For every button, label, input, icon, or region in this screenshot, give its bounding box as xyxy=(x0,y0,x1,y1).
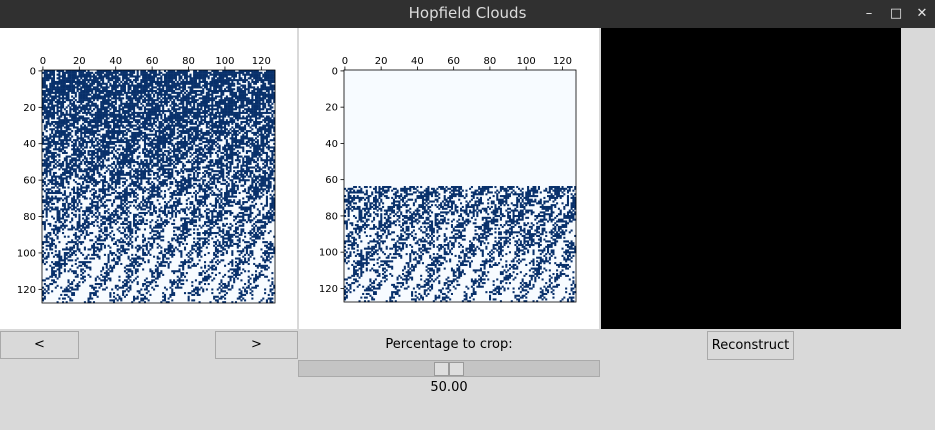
slider-handle-right[interactable] xyxy=(449,362,464,376)
cropped-y-tick-label: 60 xyxy=(325,175,338,186)
original-x-tick-label: 0 xyxy=(40,56,46,67)
cropped-x-tick-label: 80 xyxy=(484,56,497,67)
crop-label: Percentage to crop: xyxy=(385,337,513,352)
cropped-axes-frame xyxy=(343,69,577,303)
original-y-tick-label: 100 xyxy=(17,248,36,259)
original-x-tick-label: 20 xyxy=(73,56,86,67)
original-image-plot: 0 20 40 60 80 100 120 0 20 40 60 80 100 120 xyxy=(17,56,276,304)
reconstruction-canvas xyxy=(601,28,901,329)
reconstruct-button[interactable]: Reconstruct xyxy=(707,331,794,360)
cropped-x-tick-label: 20 xyxy=(375,56,388,67)
minimize-button[interactable]: – xyxy=(865,6,873,21)
original-y-tick-label: 20 xyxy=(23,103,36,114)
original-x-tick-label: 100 xyxy=(215,56,234,67)
cropped-pixels xyxy=(344,186,577,303)
next-button[interactable]: > xyxy=(215,331,298,359)
cropped-y-tick-label: 20 xyxy=(325,103,338,114)
original-y-tick-label: 60 xyxy=(23,176,36,187)
cropped-y-tick-label: 80 xyxy=(325,211,338,222)
original-x-tick-label: 60 xyxy=(146,56,159,67)
cropped-x-tick-label: 100 xyxy=(517,56,536,67)
cropped-x-tick-label: 60 xyxy=(447,56,460,67)
window-title: Hopfield Clouds xyxy=(408,4,527,22)
cropped-y-tick-label: 0 xyxy=(332,66,338,77)
original-y-tick-label: 80 xyxy=(23,212,36,223)
cropped-image-plot: 0 20 40 60 80 100 120 0 20 40 60 80 100 120 xyxy=(319,56,577,303)
cropped-image-panel: 0 20 40 60 80 100 120 0 20 40 60 80 100 120 xyxy=(299,28,599,329)
maximize-button[interactable]: □ xyxy=(889,6,903,21)
slider-handle-left[interactable] xyxy=(434,362,449,376)
cropped-x-tick-label: 0 xyxy=(342,56,348,67)
original-y-tick-label: 0 xyxy=(30,66,36,77)
cropped-x-tick-label: 120 xyxy=(553,56,572,67)
cropped-x-tick-label: 40 xyxy=(411,56,424,67)
cropped-y-tick-label: 120 xyxy=(319,284,338,295)
original-x-tick-label: 80 xyxy=(182,56,195,67)
cropped-y-tick-label: 40 xyxy=(325,139,338,150)
cropped-y-tick-label: 100 xyxy=(319,248,338,259)
close-button[interactable]: ✕ xyxy=(916,6,928,21)
original-image-panel: 0 20 40 60 80 100 120 0 20 40 60 80 100 120 xyxy=(0,28,297,329)
original-x-tick-label: 40 xyxy=(109,56,122,67)
original-x-tick-label: 120 xyxy=(252,56,271,67)
title-bar: Hopfield Clouds – □ ✕ xyxy=(0,0,935,28)
original-axes-frame xyxy=(41,69,276,304)
original-pixels xyxy=(42,70,276,304)
crop-value: 50.00 xyxy=(430,380,468,395)
crop-slider[interactable] xyxy=(298,360,600,377)
original-y-tick-label: 120 xyxy=(17,285,36,296)
original-y-tick-label: 40 xyxy=(23,139,36,150)
previous-button[interactable]: < xyxy=(0,331,79,359)
